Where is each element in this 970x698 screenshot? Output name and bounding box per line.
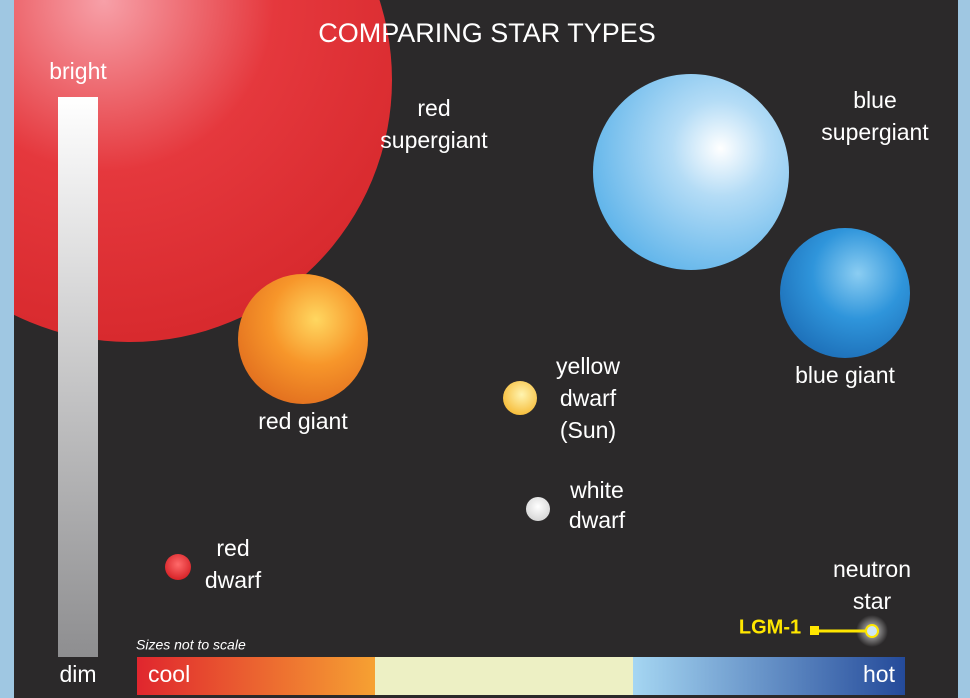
white-dwarf <box>526 497 550 521</box>
blue-supergiant <box>593 74 789 270</box>
star-label: red giant <box>258 408 348 434</box>
temp-right: hot <box>863 661 896 687</box>
title: COMPARING STAR TYPES <box>318 18 656 48</box>
star-label: star <box>853 588 892 614</box>
blue-giant <box>780 228 910 358</box>
star-label: dwarf <box>569 507 626 533</box>
note: Sizes not to scale <box>136 637 246 653</box>
temp-left: cool <box>148 661 190 687</box>
star-label: neutron <box>833 556 911 582</box>
star-label: blue <box>853 87 896 113</box>
star-label: supergiant <box>380 127 488 153</box>
scale-top: bright <box>49 58 107 84</box>
star-label: red <box>417 95 450 121</box>
red-giant <box>238 274 368 404</box>
star-label: (Sun) <box>560 417 616 443</box>
page: { "title": "COMPARING STAR TYPES", "brig… <box>0 0 970 698</box>
scale-bottom: dim <box>59 661 96 687</box>
star-label: yellow <box>556 353 620 379</box>
neutron-star <box>866 625 878 637</box>
star-label: supergiant <box>821 119 929 145</box>
red-dwarf <box>165 554 191 580</box>
yellow-dwarf <box>503 381 537 415</box>
star-label: dwarf <box>560 385 617 411</box>
star-label: blue giant <box>795 362 895 388</box>
temp-mid <box>375 657 633 695</box>
star-label: dwarf <box>205 567 262 593</box>
star-label: red <box>216 535 249 561</box>
callout-label: LGM-1 <box>739 616 801 638</box>
callout-marker <box>810 626 819 635</box>
brightness-bar <box>58 97 98 657</box>
infographic: COMPARING STAR TYPES bright dim red supe… <box>0 0 970 698</box>
star-label: white <box>569 477 624 503</box>
